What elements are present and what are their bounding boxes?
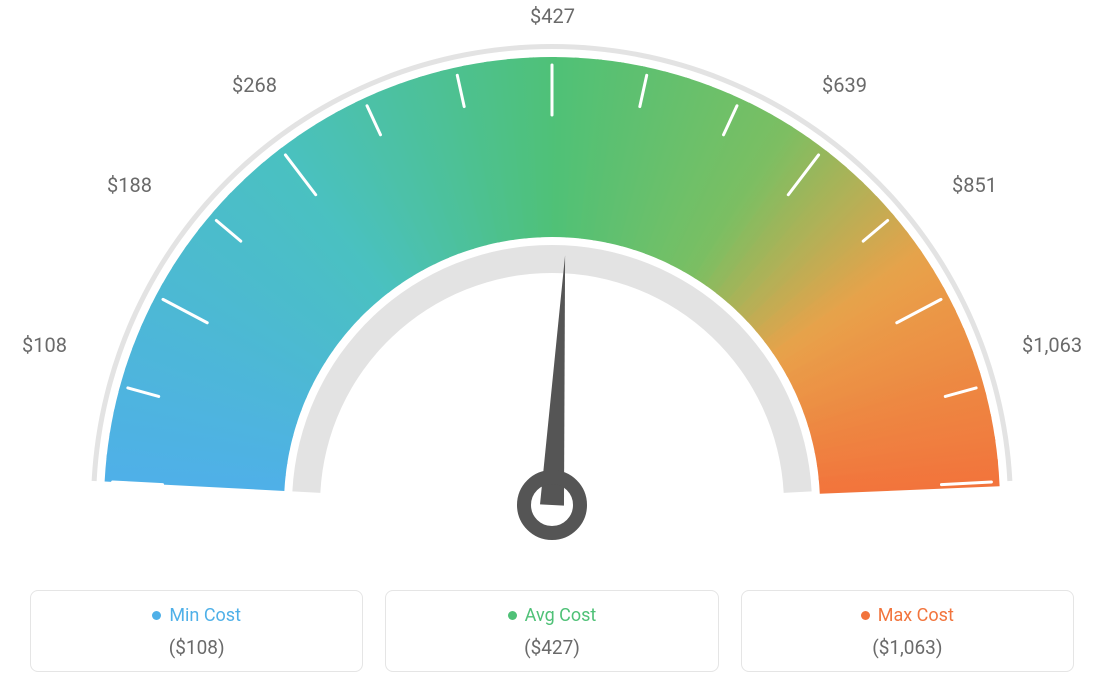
gauge-tick-label: $188 <box>107 173 152 197</box>
gauge-tick-label: $639 <box>822 73 867 97</box>
legend-title-avg-text: Avg Cost <box>525 605 597 626</box>
legend-dot-avg <box>508 611 517 620</box>
gauge-tick-label: $108 <box>22 333 67 357</box>
legend-title-min: Min Cost <box>152 605 241 626</box>
gauge-tick-label: $268 <box>232 73 277 97</box>
legend-title-max-text: Max Cost <box>878 605 954 626</box>
gauge-tick-label: $1,063 <box>1022 333 1082 357</box>
legend-title-max: Max Cost <box>861 605 954 626</box>
gauge-area: $108 $188 $268 $427 $639 $851 $1,063 <box>0 0 1104 560</box>
gauge-tick-label: $427 <box>530 4 575 28</box>
legend-dot-min <box>152 611 161 620</box>
legend-row: Min Cost ($108) Avg Cost ($427) Max Cost… <box>30 590 1074 672</box>
legend-dot-max <box>861 611 870 620</box>
legend-value-min: ($108) <box>41 636 352 659</box>
gauge-svg <box>0 0 1104 560</box>
legend-title-min-text: Min Cost <box>169 605 241 626</box>
legend-card-min: Min Cost ($108) <box>30 590 363 672</box>
legend-card-max: Max Cost ($1,063) <box>741 590 1074 672</box>
gauge-chart-container: $108 $188 $268 $427 $639 $851 $1,063 Min Cost … <box>0 0 1104 690</box>
legend-value-max: ($1,063) <box>752 636 1063 659</box>
legend-card-avg: Avg Cost ($427) <box>385 590 718 672</box>
gauge-tick-label: $851 <box>952 173 997 197</box>
legend-title-avg: Avg Cost <box>508 605 597 626</box>
legend-value-avg: ($427) <box>396 636 707 659</box>
